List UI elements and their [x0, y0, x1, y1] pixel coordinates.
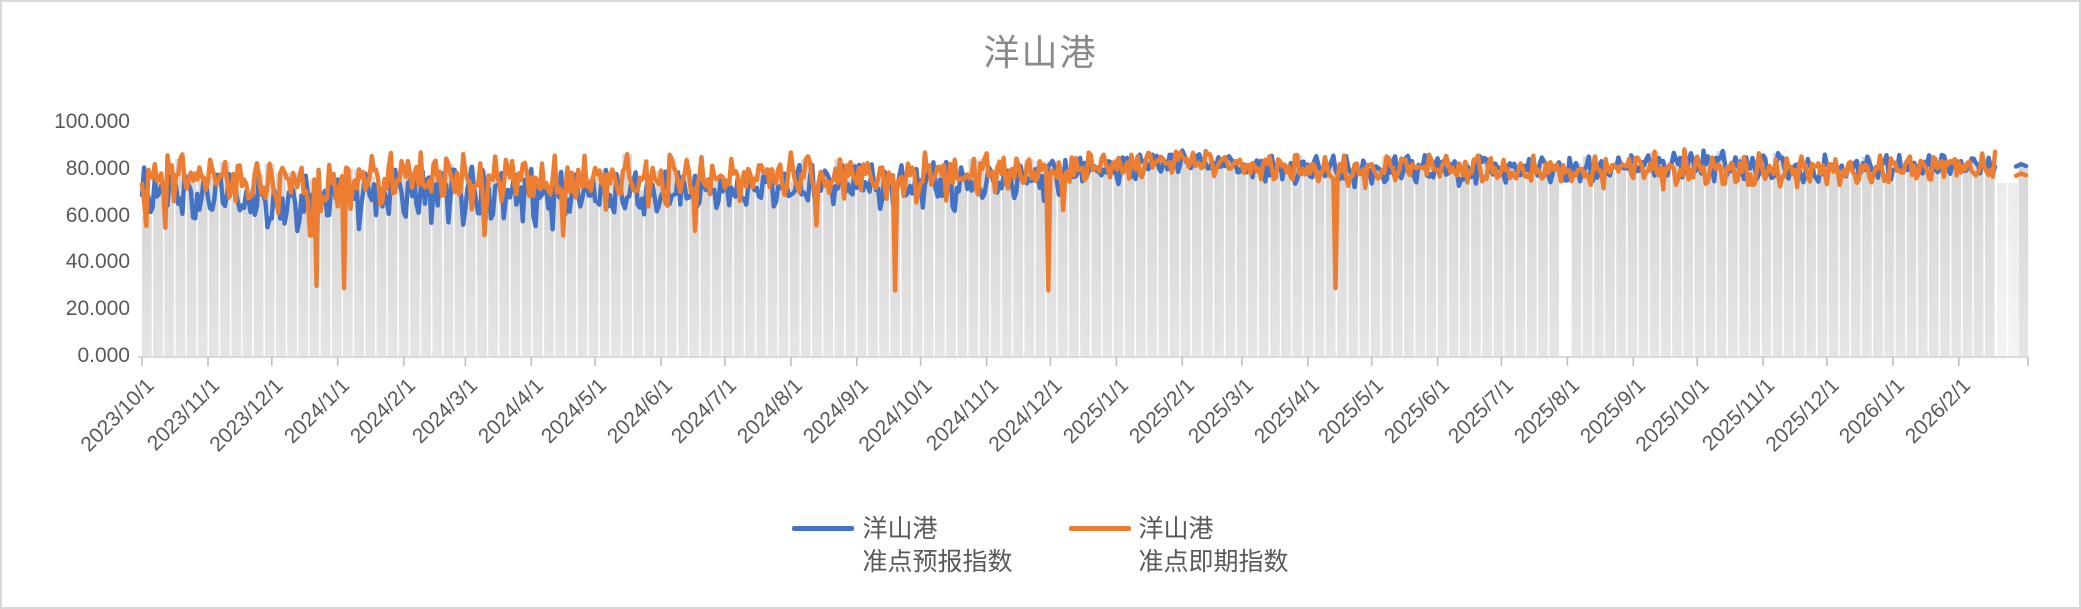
x-axis — [138, 356, 2029, 366]
legend-item-spot: 洋山港 准点即期指数 — [1068, 513, 1289, 579]
y-axis-label: 80.000 — [65, 156, 130, 180]
spot-line-swatch — [1068, 526, 1131, 531]
y-axis-label: 60.000 — [65, 203, 130, 227]
forecast-line-swatch — [792, 526, 855, 531]
y-axis-label: 100.000 — [54, 110, 130, 133]
y-axis-label: 20.000 — [65, 297, 130, 321]
background-bars — [142, 151, 2029, 356]
y-axis-label: 0.000 — [77, 344, 130, 367]
legend-item-forecast: 洋山港 准点预报指数 — [792, 513, 1013, 579]
legend-label-forecast: 洋山港 准点预报指数 — [862, 515, 1013, 576]
legend: 洋山港 准点预报指数 洋山港 准点即期指数 — [2, 513, 2079, 579]
y-axis-label: 40.000 — [65, 250, 130, 274]
chart-title: 洋山港 — [983, 32, 1098, 73]
series-spot-line — [139, 147, 2029, 293]
legend-label-spot: 洋山港 准点即期指数 — [1138, 515, 1289, 576]
